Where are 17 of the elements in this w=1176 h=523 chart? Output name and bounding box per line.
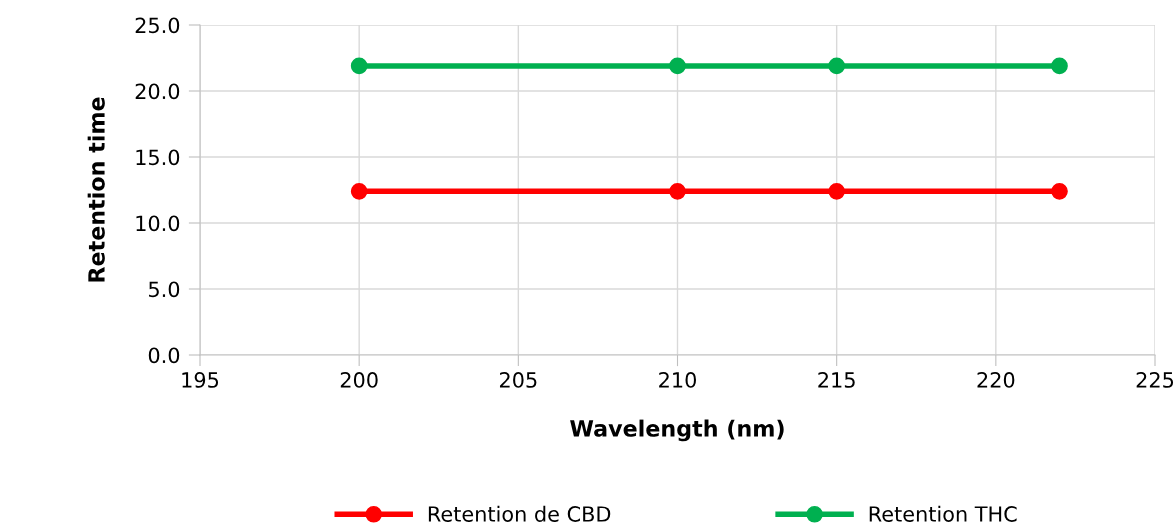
x-axis-title: Wavelength (nm) bbox=[570, 419, 784, 442]
x-tick-label: 205 bbox=[499, 372, 537, 388]
y-tick-label: 20.0 bbox=[135, 83, 180, 100]
y-tick-label: 15.0 bbox=[136, 149, 180, 166]
x-tick-label: 210 bbox=[659, 372, 696, 388]
x-tick-label: 200 bbox=[340, 372, 378, 388]
y-tick-label: 10.0 bbox=[136, 215, 180, 232]
legend-label: Retention THC bbox=[869, 505, 1017, 522]
legend-label: Retention de CBD bbox=[428, 505, 611, 522]
y-tick-label: 25.0 bbox=[135, 17, 180, 34]
x-tick-label: 215 bbox=[818, 372, 855, 388]
x-tick-label: 195 bbox=[182, 372, 219, 388]
y-axis-title: Retention time bbox=[87, 97, 105, 282]
y-tick-label: 0.0 bbox=[148, 347, 180, 364]
x-tick-label: 220 bbox=[977, 372, 1015, 388]
y-tick-label: 5.0 bbox=[149, 281, 180, 298]
x-tick-label: 225 bbox=[1136, 372, 1174, 388]
